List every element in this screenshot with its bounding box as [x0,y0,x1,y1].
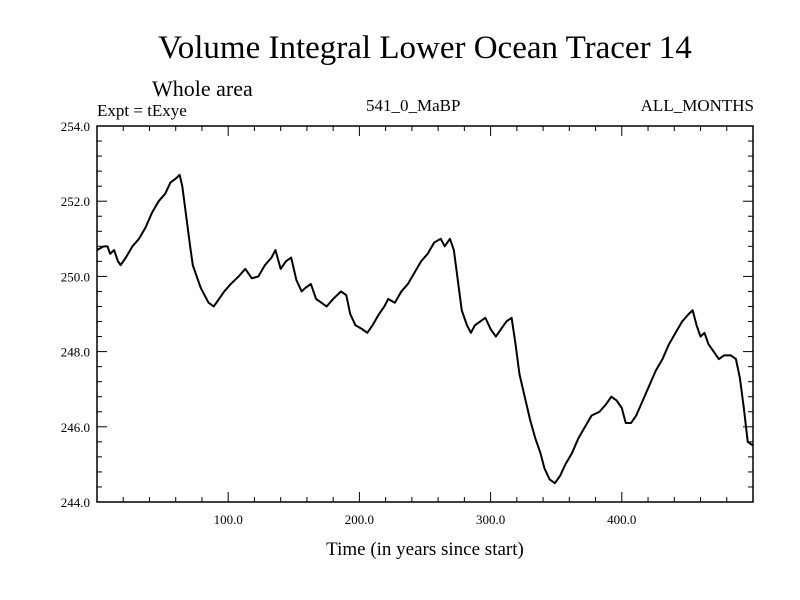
y-tick-label: 248.0 [61,345,90,360]
months-label: ALL_MONTHS [640,96,754,115]
x-tick-label: 300.0 [476,512,505,527]
period-label: 541_0_MaBP [366,96,461,115]
series-layer [96,173,754,485]
series-line [96,173,754,485]
x-axis-label: Time (in years since start) [326,539,524,560]
y-tick-label: 252.0 [61,194,90,209]
y-tick-label: 250.0 [61,269,90,284]
x-tick-label: 400.0 [607,512,636,527]
axis-ticks: 100.0 200.0 300.0 400.0 244.0 246.0 248.0 250.0… [61,119,753,527]
plot-frame [96,125,754,503]
experiment-label: Expt = tExye [97,101,187,120]
y-tick-label: 254.0 [61,119,90,134]
chart-subtitle: Whole area [152,76,253,101]
x-tick-label: 100.0 [214,512,243,527]
y-tick-label: 246.0 [61,420,90,435]
chart-title: Volume Integral Lower Ocean Tracer 14 [158,30,692,66]
x-tick-label: 200.0 [345,512,374,527]
y-tick-label: 244.0 [61,495,90,510]
